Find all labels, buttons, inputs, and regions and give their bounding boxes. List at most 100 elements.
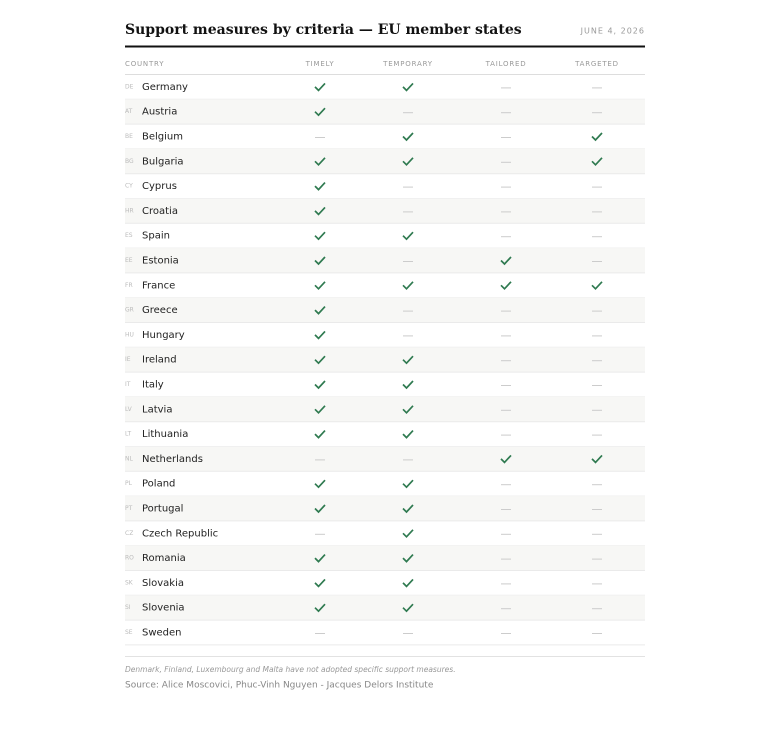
country-name: Cyprus [142,181,177,192]
country-code: CZ [125,530,133,537]
check [402,157,414,167]
country-code: EE [125,257,133,264]
check [402,231,414,241]
check [402,578,414,588]
country-name: Portugal [142,504,183,515]
country-code: PT [125,505,133,512]
row-bg [125,248,645,273]
title: Support measures by criteria — EU member… [125,22,522,38]
check [402,405,414,415]
check [402,554,414,563]
check [314,281,326,291]
check [314,504,326,514]
country-code: GR [125,307,134,314]
country-name: Czech Republic [142,528,218,539]
check [314,82,326,92]
row-bg [125,297,645,323]
country-code: NL [125,455,133,462]
country-code: HR [125,207,134,214]
country-code: CY [125,183,133,190]
country-name: Latvia [142,404,172,415]
country-name: France [142,280,175,291]
country-name: Lithuania [142,429,188,440]
country-name: Greece [142,305,178,316]
country-name: Romania [142,553,186,564]
check [314,405,326,415]
country-name: Netherlands [142,454,203,465]
country-code: IT [125,381,131,388]
check [314,107,326,117]
check [402,380,414,390]
country-code: AT [125,108,133,115]
row-bg [125,347,645,373]
check [314,578,326,588]
country-code: LV [125,406,133,413]
date: JUNE 4, 2026 [580,27,645,36]
check [314,380,326,390]
country-name: Belgium [142,132,183,143]
row-bg [125,496,645,521]
country-name: Slovakia [142,578,184,589]
column-header: TAILORED [485,60,527,68]
check [314,479,326,489]
row-bg [125,446,645,472]
country-code: FR [125,282,133,289]
check [500,281,512,291]
check [500,256,512,266]
check [314,157,326,167]
check [314,603,326,613]
country-name: Germany [142,82,188,93]
country-name: Poland [142,479,175,490]
country-name: Spain [142,231,170,242]
country-name: Sweden [142,628,182,639]
check [314,355,326,365]
country-name: Bulgaria [142,156,183,167]
check [500,454,512,464]
check [402,430,414,439]
check [314,330,326,340]
country-code: ES [125,232,133,239]
check [314,182,326,191]
country-name: Austria [142,107,177,118]
country-name: Croatia [142,206,178,217]
table: COUNTRY TIMELY TEMPORARY TAILORED TARGETED DE… [125,60,645,646]
check [402,479,414,489]
row-bg [125,99,645,125]
country-name: Slovenia [142,603,185,614]
check [591,157,603,167]
check [402,82,414,92]
check [402,603,414,613]
check [314,306,326,315]
country-code: LT [125,431,132,438]
country-code: BG [125,158,134,165]
country-code: DE [125,83,134,90]
check [314,554,326,563]
source: Source: Alice Moscovici, Phuc-Vinh Nguye… [125,681,434,691]
check [402,132,414,142]
row-bg [125,198,645,224]
check [402,355,414,365]
country-code: IE [125,356,131,363]
country-name: Estonia [142,256,179,267]
check [314,256,326,266]
column-header: COUNTRY [125,60,164,68]
check [402,504,414,514]
row-bg [125,396,645,422]
country-code: SI [125,604,131,611]
column-header: TARGETED [574,60,619,68]
check [591,281,603,291]
country-code: RO [125,555,134,562]
column-header: TIMELY [305,60,335,68]
check [402,529,414,539]
check [314,430,326,439]
country-code: PL [125,480,133,487]
country-name: Ireland [142,355,177,366]
country-code: BE [125,133,133,140]
country-code: SE [125,629,133,636]
check [591,454,603,464]
note: Denmark, Finland, Luxembourg and Malta h… [125,665,456,674]
row-bg [125,148,645,174]
country-name: Hungary [142,330,185,341]
check [591,132,603,142]
